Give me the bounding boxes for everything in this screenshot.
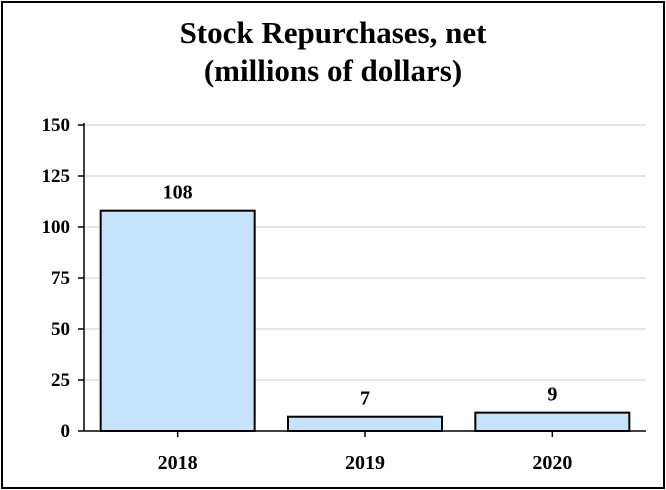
bar-2020 <box>474 411 631 433</box>
x-tick-label: 2020 <box>532 452 572 474</box>
y-tick-label: 100 <box>42 217 71 238</box>
y-tick-label: 75 <box>51 268 70 289</box>
data-label: 108 <box>163 182 193 204</box>
chart-title-line-2: (millions of dollars) <box>203 53 463 88</box>
data-label: 7 <box>360 388 370 410</box>
bars <box>99 209 631 433</box>
bar-2019 <box>287 415 443 433</box>
data-label: 9 <box>547 384 557 406</box>
chart-title-line-1: Stock Repurchases, net <box>179 15 487 50</box>
x-tick-label: 2019 <box>345 452 385 474</box>
y-tick-label: 125 <box>42 166 71 187</box>
y-tick-label: 150 <box>42 115 71 136</box>
axes <box>78 123 646 437</box>
chart-title: Stock Repurchases, net (millions of doll… <box>0 14 666 90</box>
y-tick-label: 0 <box>61 421 71 442</box>
y-tick-label: 50 <box>51 319 70 340</box>
bar-2018 <box>99 209 256 432</box>
x-tick-label: 2018 <box>158 452 198 474</box>
labels: 0 25 50 75 100 125 150 108 2018 7 2019 9 2020 <box>42 115 573 474</box>
y-tick-label: 25 <box>51 370 70 391</box>
